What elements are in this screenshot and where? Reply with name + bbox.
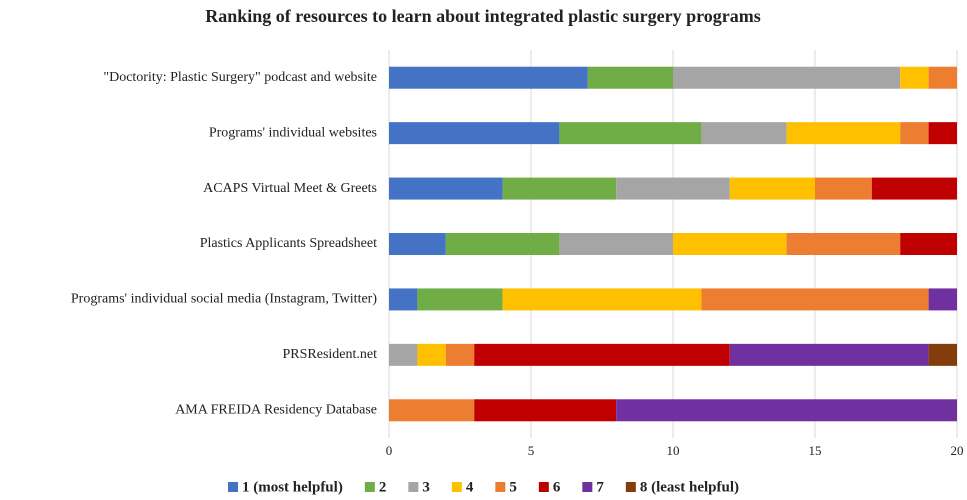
bar-segment [928,288,957,311]
x-tick-label: 20 [951,443,964,458]
x-tick-label: 0 [386,443,393,458]
legend-label: 2 [379,479,387,495]
legend-swatch [364,482,375,492]
bar-segment [900,233,957,255]
legend-label: 1 (most helpful) [242,479,343,495]
bar-segment [389,177,503,200]
y-tick-label: "Doctority: Plastic Surgery" podcast and… [103,70,377,85]
bar-segment [928,343,957,366]
bar-segment [389,66,588,89]
bar-segment [502,288,702,311]
bar-segment [417,343,446,366]
bar-segment [417,288,503,311]
bar-segment [900,122,929,145]
bar-segment [587,66,673,89]
bar-segment [701,122,787,145]
bar-segment [502,177,617,200]
bar-segment [445,233,560,255]
x-tick-label: 10 [667,443,680,458]
legend-label: 8 (least helpful) [640,479,739,495]
bar-segment [928,66,957,89]
y-tick-label: Plastics Applicants Spreadsheet [200,236,377,251]
y-tick-label: Programs' individual social media (Insta… [71,292,377,307]
bar-segment [786,233,901,255]
x-tick-label: 5 [528,443,535,458]
legend-label: 7 [596,479,604,495]
y-tick-label: Programs' individual websites [209,125,377,140]
bar-segment [729,343,929,366]
bar-segment [389,122,560,145]
legend-label: 3 [422,479,430,495]
bar-segment [928,122,957,145]
bar-segment [474,343,730,366]
bar-segment [900,66,929,89]
legend-label: 5 [509,479,517,495]
bar-segment [815,177,872,200]
legend-swatch [538,482,549,492]
bar-segment [701,288,929,311]
legend-label: 4 [466,479,474,495]
legend-swatch [227,482,238,492]
bar-segment [559,122,702,145]
bar-segment [673,66,901,89]
bar-segment [673,233,787,255]
legend-swatch [495,482,506,492]
legend-swatch [582,482,593,492]
bar-segment [389,233,446,255]
bar-segment [616,177,730,200]
bar-segment [616,399,957,422]
bar-segment [871,177,957,200]
y-tick-label: PRSResident.net [282,347,377,362]
bar-segment [786,122,901,145]
bar-segment [389,343,418,366]
legend-swatch [451,482,462,492]
y-tick-label: AMA FREIDA Residency Database [175,403,377,418]
legend-swatch [408,482,419,492]
legend-label: 6 [553,479,561,495]
y-tick-label: ACAPS Virtual Meet & Greets [203,181,377,196]
bar-segment [729,177,815,200]
bar-segment [445,343,475,366]
bar-segment [389,399,475,422]
bar-segment [474,399,617,422]
x-tick-label: 15 [809,443,822,458]
legend-swatch [625,482,636,492]
chart-title: Ranking of resources to learn about inte… [205,6,760,26]
bar-segment [389,288,418,311]
bar-segment [559,233,673,255]
